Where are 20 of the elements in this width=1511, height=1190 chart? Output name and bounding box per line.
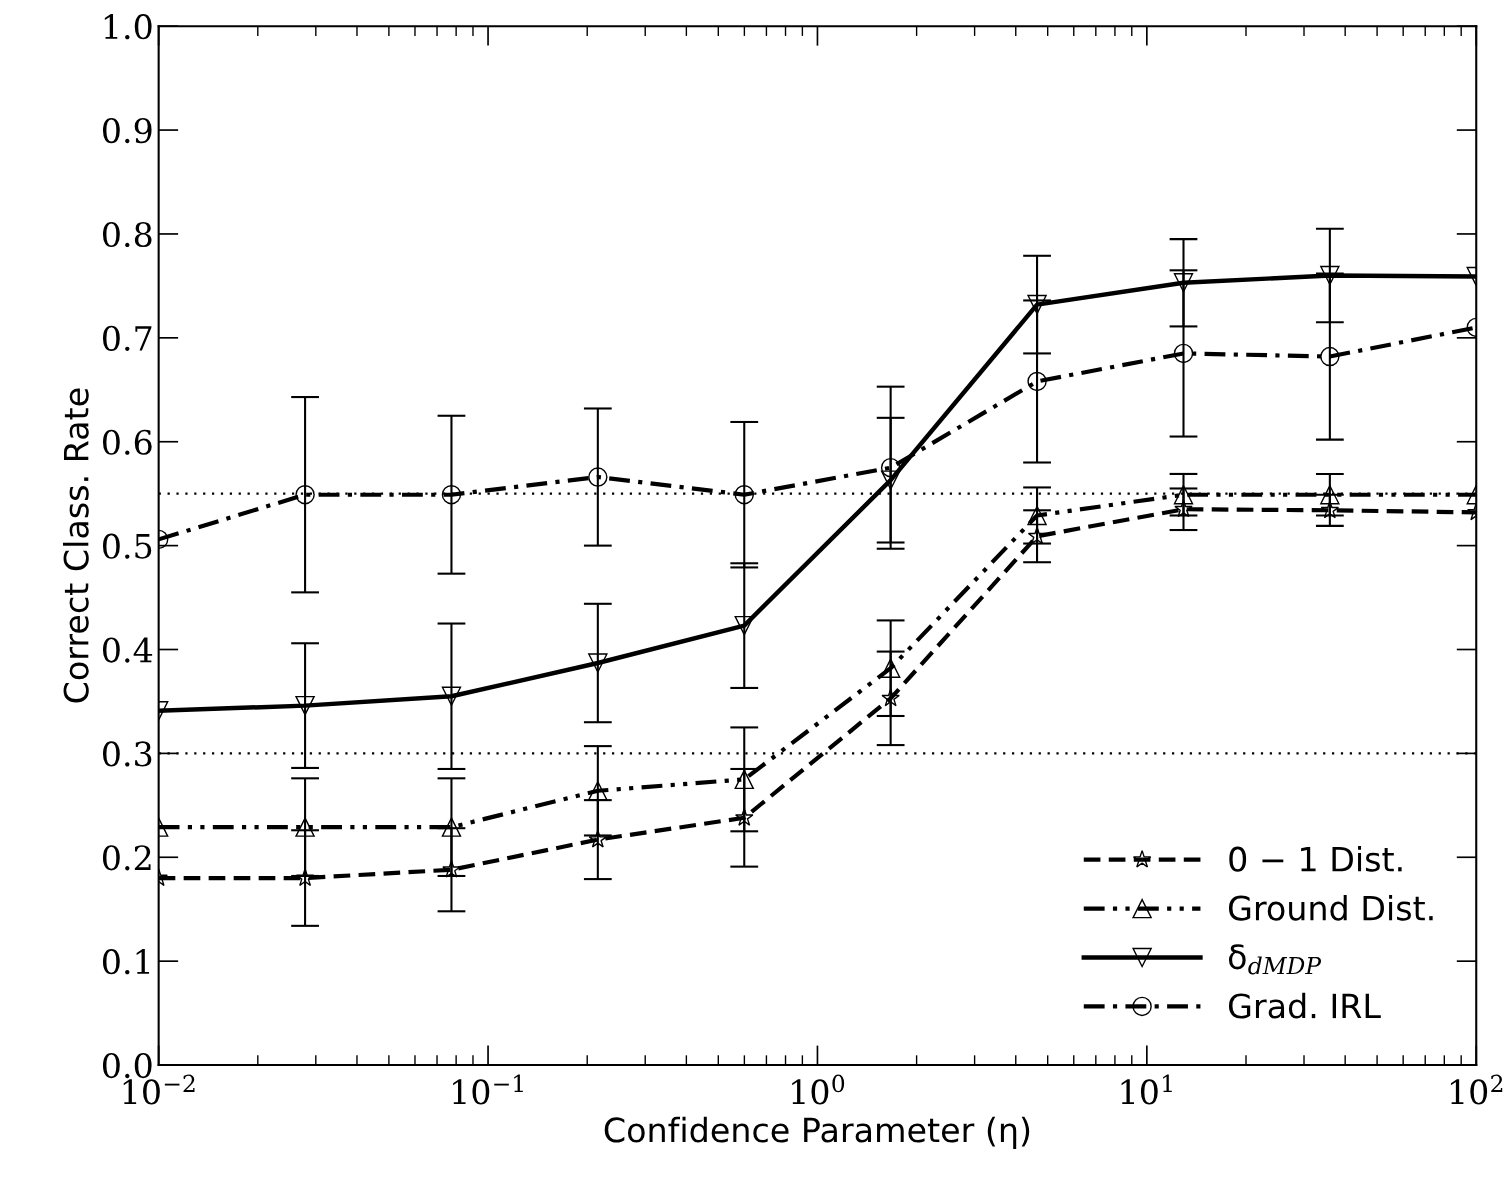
x-tick-label: 10$^{1}$ bbox=[1121, 1074, 1172, 1105]
y-tick-label: 0.7 bbox=[102, 325, 152, 351]
x-tick-label: 10$^{2}$ bbox=[1450, 1074, 1503, 1105]
y-tick-label: 0.9 bbox=[102, 117, 152, 144]
legend-label: Grad. IRL bbox=[1228, 992, 1381, 1019]
x-tick-label: 10$^{0}$ bbox=[792, 1074, 845, 1105]
y-tick-label: 0.5 bbox=[102, 533, 152, 559]
legend-label: 0 − 1 Dist. bbox=[1229, 846, 1402, 872]
y-tick-label: 1.0 bbox=[104, 14, 152, 40]
legend-label: δ$_{dMDP}$ bbox=[1228, 944, 1322, 975]
y-axis-title: Correct Class. Rate bbox=[62, 388, 89, 703]
y-tick-label: 0.6 bbox=[102, 429, 152, 455]
y-tick-label: 0.2 bbox=[102, 845, 151, 871]
x-tick-label: 10$^{−1}$ bbox=[453, 1074, 523, 1105]
legend-label: Ground Dist. bbox=[1228, 894, 1433, 921]
y-tick-label: 0.3 bbox=[102, 741, 152, 767]
x-axis-title: Confidence Parameter (η) bbox=[604, 1116, 1030, 1150]
y-tick-label: 0.1 bbox=[102, 949, 150, 975]
y-tick-label: 0.8 bbox=[102, 221, 152, 248]
y-tick-label: 0.4 bbox=[102, 637, 153, 663]
